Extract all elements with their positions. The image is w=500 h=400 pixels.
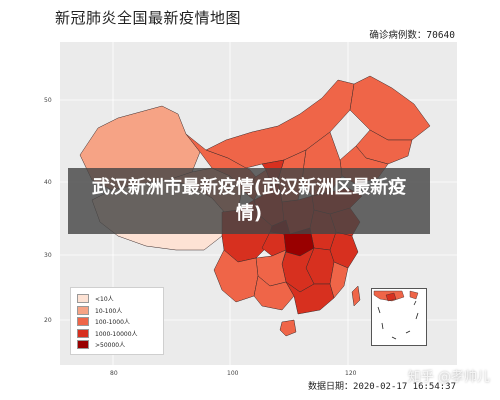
south-china-sea-inset — [371, 288, 427, 346]
data-date: 数据日期：2020-02-17 16:54:37 — [308, 382, 456, 392]
confirmed-count: 确诊病例数：70640 — [369, 30, 455, 41]
legend-label: <10人 — [95, 296, 114, 304]
legend-swatch — [77, 294, 89, 304]
legend-swatch — [77, 328, 89, 338]
legend-swatch — [77, 305, 89, 315]
legend-item: 100-1000人 — [77, 316, 163, 328]
lon-tick-label: 80 — [110, 370, 118, 377]
legend-label: 10-100人 — [95, 307, 123, 315]
legend-label: 100-1000人 — [95, 319, 130, 327]
lat-tick-label: 30 — [44, 252, 52, 259]
region-taiwan — [351, 285, 361, 307]
region-heilongjiang — [349, 75, 431, 141]
lat-tick-label: 50 — [44, 97, 52, 104]
region-guangdong — [285, 281, 335, 315]
lon-tick-label: 100 — [227, 370, 239, 377]
legend-item: 1000-10000人 — [77, 328, 163, 340]
legend-item: <10人 — [77, 293, 163, 305]
region-guangxi — [253, 275, 295, 311]
inset-map — [373, 290, 419, 340]
title-banner: 武汉新洲市最新疫情(武汉新洲区最新疫情) — [68, 168, 430, 234]
legend-item: >50000人 — [77, 339, 163, 351]
map-title: 新冠肺炎全国最新疫情地图 — [55, 9, 242, 27]
legend-swatch — [77, 340, 89, 350]
legend-swatch — [77, 317, 89, 327]
map-legend: <10人 10-100人 100-1000人 1000-10000人 >5000… — [70, 287, 164, 355]
legend-label: 1000-10000人 — [95, 330, 138, 338]
lon-tick-label: 120 — [345, 370, 357, 377]
legend-label: >50000人 — [95, 342, 126, 350]
watermark: 知乎 @孝帅儿 — [407, 370, 490, 385]
lat-tick-label: 40 — [44, 179, 52, 186]
region-hainan — [279, 319, 297, 337]
banner-text: 武汉新洲市最新疫情(武汉新洲区最新疫情) — [91, 177, 407, 224]
lat-tick-label: 20 — [44, 317, 52, 324]
legend-item: 10-100人 — [77, 305, 163, 317]
